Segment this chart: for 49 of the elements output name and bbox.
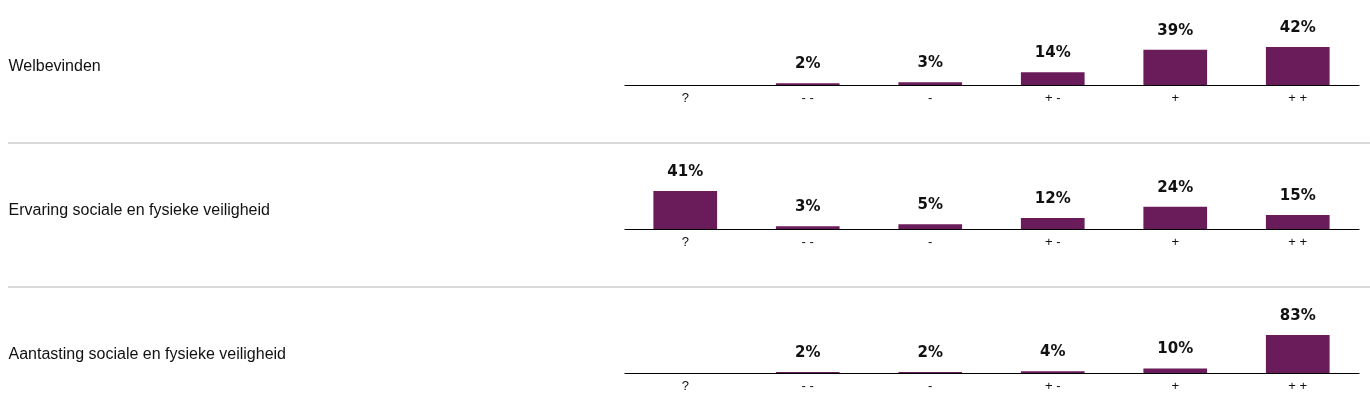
data-label: 41% xyxy=(667,162,704,180)
x-tick-label: - - xyxy=(801,233,814,249)
data-label: 5% xyxy=(917,195,943,214)
x-tick-label: - xyxy=(928,377,933,393)
bar xyxy=(1143,368,1208,373)
data-label: 15% xyxy=(1279,186,1316,205)
bar xyxy=(1265,335,1330,373)
bar xyxy=(1265,215,1330,229)
bar xyxy=(775,226,840,229)
bar xyxy=(1265,47,1330,85)
bar xyxy=(1143,206,1208,229)
bar xyxy=(653,191,718,229)
x-tick-label: + - xyxy=(1044,233,1061,249)
x-tick-label: + + xyxy=(1288,233,1308,249)
data-label: 2% xyxy=(917,343,943,362)
y-axis-title: Aantasting sociale en fysieke veiligheid xyxy=(8,344,286,362)
bar xyxy=(898,82,963,85)
x-tick-label: + xyxy=(1171,377,1180,393)
data-label: 2% xyxy=(795,54,821,73)
x-tick-label: - xyxy=(928,233,933,249)
x-tick-label: ? xyxy=(681,377,689,393)
data-label: 4% xyxy=(1040,342,1066,361)
bar xyxy=(1020,72,1085,85)
y-axis-title: Ervaring sociale en fysieke veiligheid xyxy=(8,200,270,218)
x-tick-label: - xyxy=(928,89,933,105)
data-label: 24% xyxy=(1157,177,1194,196)
x-tick-label: ? xyxy=(681,233,689,249)
data-label: 83% xyxy=(1279,306,1316,324)
data-label: 12% xyxy=(1034,188,1071,207)
x-tick-label: - - xyxy=(801,377,814,393)
bar xyxy=(1143,49,1208,85)
data-label: 42% xyxy=(1279,18,1316,36)
bar xyxy=(898,224,963,229)
x-tick-label: + + xyxy=(1288,89,1308,105)
x-tick-label: ? xyxy=(681,89,689,105)
bar xyxy=(1020,217,1085,229)
x-tick-label: + xyxy=(1171,233,1180,249)
data-label: 3% xyxy=(795,197,821,216)
x-tick-label: + - xyxy=(1044,89,1061,105)
data-label: 10% xyxy=(1157,339,1194,358)
x-tick-label: + - xyxy=(1044,377,1061,393)
y-axis-title: Welbevinden xyxy=(8,56,101,74)
x-tick-label: - - xyxy=(801,89,814,105)
data-label: 3% xyxy=(917,53,943,72)
data-label: 14% xyxy=(1034,43,1071,62)
x-tick-label: + xyxy=(1171,89,1180,105)
data-label: 39% xyxy=(1157,20,1194,39)
x-tick-label: + + xyxy=(1288,377,1308,393)
data-label: 2% xyxy=(795,343,821,362)
